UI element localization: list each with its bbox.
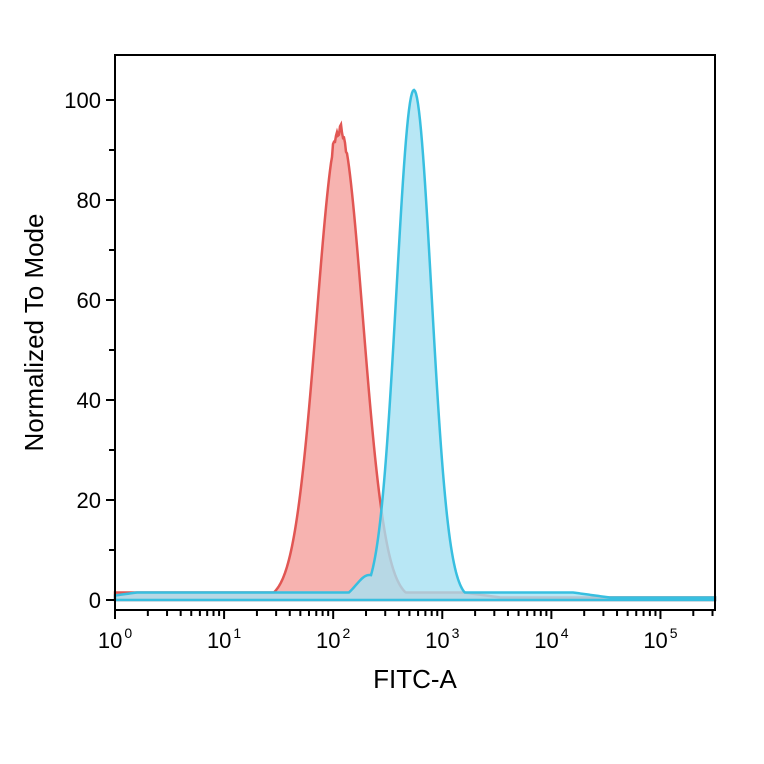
- x-tick-label: 100: [98, 625, 132, 653]
- x-tick-label: 105: [643, 625, 677, 653]
- y-axis-title: Normalized To Mode: [19, 214, 49, 452]
- x-tick-label: 102: [316, 625, 350, 653]
- y-tick-label: 80: [77, 188, 101, 213]
- flow-cytometry-histogram: 100 101 102 103 104 105 0 20 40 60 80 100 FITC-A Norm…: [0, 0, 764, 764]
- x-axis-title: FITC-A: [373, 664, 457, 694]
- y-tick-label: 60: [77, 288, 101, 313]
- x-tick-label: 101: [207, 625, 241, 653]
- y-tick-label: 20: [77, 488, 101, 513]
- peaks-group: [115, 90, 715, 600]
- blue-peak: [115, 90, 715, 600]
- y-tick-label: 40: [77, 388, 101, 413]
- chart-svg: 100 101 102 103 104 105 0 20 40 60 80 100 FITC-A Norm…: [0, 0, 764, 764]
- y-tick-label: 0: [89, 588, 101, 613]
- x-tick-label: 103: [425, 625, 459, 653]
- y-tick-label: 100: [64, 88, 101, 113]
- x-tick-label: 104: [534, 625, 568, 653]
